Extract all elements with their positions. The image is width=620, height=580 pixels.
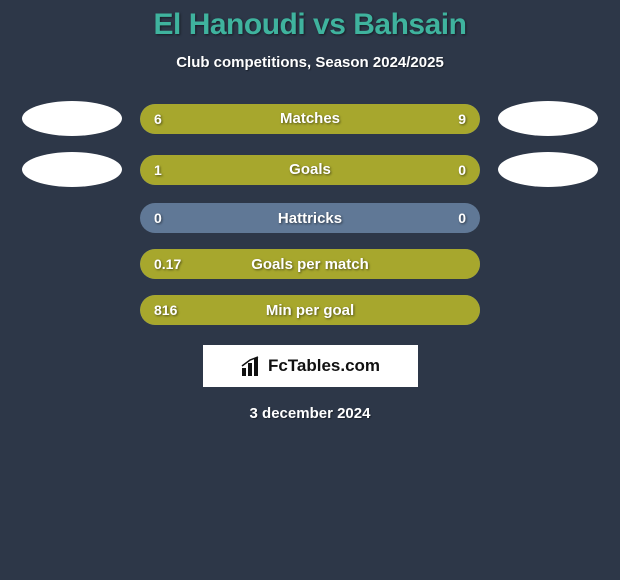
stat-value-left: 816	[154, 302, 177, 318]
stat-bar: 1 Goals 0	[140, 155, 480, 185]
stat-row: 0.17 Goals per match	[0, 249, 620, 279]
player1-name: El Hanoudi	[154, 8, 306, 41]
page-title: El Hanoudi vs Bahsain	[0, 8, 620, 42]
stat-row: 0 Hattricks 0	[0, 203, 620, 233]
stat-value-right: 9	[458, 111, 466, 127]
stat-bar: 6 Matches 9	[140, 104, 480, 134]
stat-value-left: 6	[154, 111, 162, 127]
stat-label: Goals per match	[251, 256, 369, 273]
stat-label: Goals	[289, 161, 331, 178]
stat-label: Matches	[280, 110, 340, 127]
stat-value-right: 0	[458, 210, 466, 226]
stat-row: 1 Goals 0	[0, 152, 620, 187]
stat-bar: 816 Min per goal	[140, 295, 480, 325]
stat-value-left: 1	[154, 162, 162, 178]
logo-text: FcTables.com	[268, 356, 380, 376]
stat-row: 6 Matches 9	[0, 101, 620, 136]
player1-indicator	[22, 152, 122, 187]
stat-row: 816 Min per goal	[0, 295, 620, 325]
player2-indicator	[498, 101, 598, 136]
stat-value-left: 0	[154, 210, 162, 226]
stat-value-left: 0.17	[154, 256, 181, 272]
stat-label: Hattricks	[278, 210, 342, 227]
fctables-logo[interactable]: FcTables.com	[203, 345, 418, 387]
stats-list: 6 Matches 9 1 Goals 0 0 Hattricks 0 0.17 Goals per…	[0, 101, 620, 325]
stat-value-right: 0	[458, 162, 466, 178]
vs-text: vs	[313, 8, 345, 41]
date-text: 3 december 2024	[0, 405, 620, 422]
stat-bar: 0.17 Goals per match	[140, 249, 480, 279]
player2-indicator	[498, 152, 598, 187]
player2-name: Bahsain	[353, 8, 466, 41]
subtitle: Club competitions, Season 2024/2025	[0, 54, 620, 71]
stat-label: Min per goal	[266, 302, 354, 319]
player1-indicator	[22, 101, 122, 136]
bar-chart-icon	[240, 356, 264, 376]
stat-bar: 0 Hattricks 0	[140, 203, 480, 233]
